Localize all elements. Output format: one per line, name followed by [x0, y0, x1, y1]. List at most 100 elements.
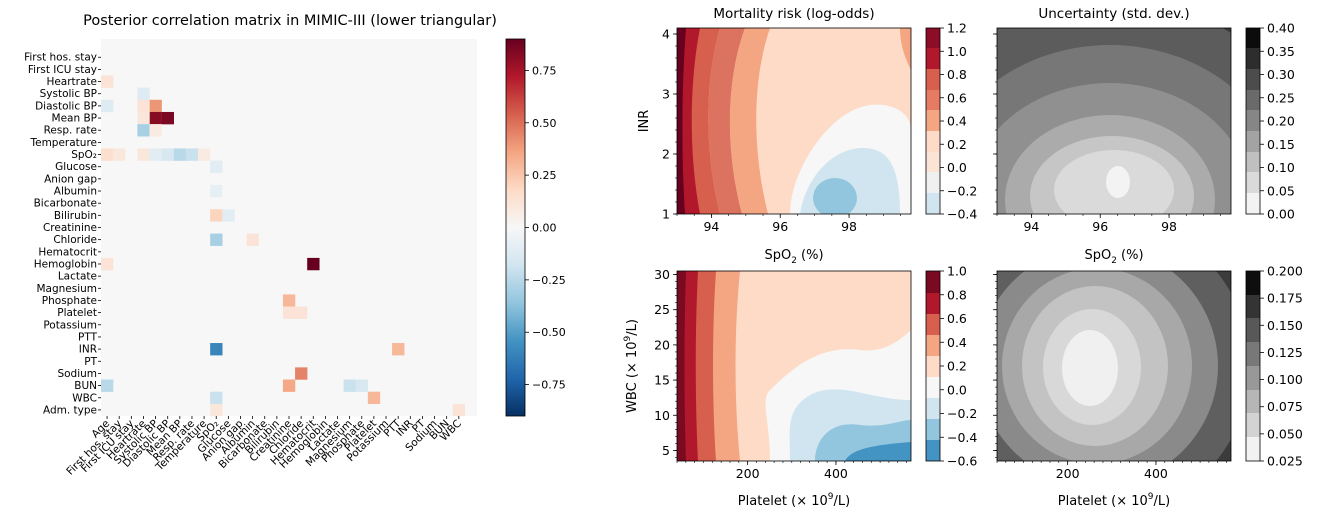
platelet-mortality-contour-plot	[677, 271, 911, 461]
y-tick-label: 20	[654, 337, 670, 352]
heatmap-cell	[101, 379, 114, 392]
colorbar-tick-label: 1.2	[947, 21, 967, 36]
heatmap-cell	[137, 111, 150, 125]
heatmap-cell	[210, 184, 223, 198]
y-tick-label: 2	[662, 147, 670, 162]
heatmap-row-label: First ICU stay	[28, 64, 97, 76]
heatmap-row-label: Mean BP	[52, 113, 97, 125]
colorbar-tick-label: −0.50	[532, 326, 566, 339]
heatmap-row-label: INR	[79, 344, 97, 356]
platelet-mortality-colorbar	[925, 270, 941, 462]
y-tick-label: 25	[654, 302, 670, 317]
heatmap-cell	[307, 257, 320, 271]
heatmap-row-label: Chloride	[53, 234, 97, 246]
colorbar-tick-label: −0.4	[947, 430, 977, 445]
platelet-uncertainty-colorbar-ticks: 0.200 0.175 0.150 0.125 0.100 0.075 0.050 0.025	[1260, 264, 1303, 469]
heatmap-cells	[101, 75, 466, 417]
x-tick-label: 94	[1023, 219, 1039, 234]
heatmap-cell	[210, 343, 223, 356]
colorbar-tick-label: 0.6	[947, 90, 967, 105]
x-tick-label: 94	[703, 219, 719, 234]
heatmap-cell	[282, 379, 296, 392]
heatmap-row-label: Heartrate	[46, 76, 97, 88]
colorbar-tick-label: 0.40	[1267, 21, 1295, 36]
heatmap-row-label: Hematocrit	[38, 246, 97, 258]
mortality-colorbar	[925, 27, 941, 215]
heatmap-row-label: Lactate	[58, 271, 97, 283]
colorbar-tick-label: 0.150	[1267, 318, 1303, 333]
heatmap-row-label: Temperature	[29, 137, 97, 149]
heatmap-cell	[137, 148, 150, 161]
mortality-xlabel: SpO2 (%)	[764, 248, 823, 266]
x-tick-label: 400	[1144, 466, 1168, 481]
colorbar-tick-label: 0.50	[532, 117, 557, 130]
contour-region	[677, 271, 686, 461]
uncertainty-colorbar	[1245, 27, 1261, 215]
contour-region	[677, 28, 686, 214]
heatmap-cell	[210, 209, 223, 222]
heatmap-colorbar	[505, 38, 526, 417]
heatmap-cell	[137, 99, 150, 113]
y-tick-label: 5	[662, 443, 670, 458]
mortality-axes: 94 96 98 1 2 3 4	[662, 27, 901, 234]
colorbar-tick-label: 0.200	[1267, 264, 1303, 279]
heatmap-cell	[210, 391, 223, 405]
y-tick-label: 4	[662, 27, 670, 42]
colorbar-tick-label: 0.025	[1267, 454, 1303, 469]
contour-region	[677, 28, 745, 214]
heatmap-row-label: Creatinine	[43, 222, 97, 234]
colorbar-tick-label: 0.10	[1267, 160, 1295, 175]
uncertainty-xlabel: SpO2 (%)	[1084, 248, 1143, 266]
heatmap-cell	[282, 306, 296, 319]
heatmap-cell	[355, 379, 369, 392]
uncertainty-axes-frame	[996, 27, 1232, 215]
y-tick-label: 3	[662, 87, 670, 102]
heatmap-row-label: Hemoglobin	[34, 258, 97, 270]
heatmap-cell	[137, 124, 150, 137]
heatmap-row-label: Bilirubin	[54, 210, 97, 222]
heatmap-cell	[295, 367, 308, 380]
colorbar-tick-label: −0.75	[532, 379, 566, 392]
heatmap-row-label: Sodium	[57, 368, 97, 380]
colorbar-tick-label: 0.0	[947, 160, 967, 175]
colorbar-tick-label: −0.2	[947, 183, 977, 198]
heatmap-cell	[210, 403, 223, 417]
heatmap-cell	[452, 403, 466, 417]
heatmap-plot-area	[101, 39, 477, 416]
colorbar-tick-label: 0.6	[947, 311, 967, 326]
y-tick-label: 1	[662, 207, 670, 222]
colorbar-tick-label: 1.0	[947, 264, 967, 279]
colorbar-tick-label: 1.0	[947, 44, 967, 59]
heatmap-cell	[392, 343, 405, 356]
uncertainty-axes: 94 96 98	[993, 33, 1221, 234]
heatmap-row-label: Systolic BP	[40, 88, 97, 100]
heatmap-row-label: PT	[84, 356, 97, 368]
platelet-uncertainty-colorbar	[1245, 270, 1261, 462]
heatmap-cell	[149, 148, 162, 161]
heatmap-row-label: Albumin	[54, 186, 97, 198]
heatmap-cell	[343, 379, 356, 392]
colorbar-tick-label: −0.6	[947, 454, 977, 469]
uncertainty-panel-title: Uncertainty (std. dev.)	[1038, 6, 1189, 22]
heatmap-cell	[198, 148, 211, 161]
heatmap-cell	[185, 148, 199, 161]
contour-minimum	[1062, 330, 1118, 406]
heatmap-cell	[101, 148, 114, 161]
colorbar-tick-label: 0.4	[947, 335, 967, 350]
x-tick-label: 98	[1161, 219, 1177, 234]
heatmap-cell	[149, 124, 162, 137]
heatmap-cell	[101, 257, 114, 271]
colorbar-tick-label: 0.00	[532, 222, 557, 235]
heatmap-row-label: WBC	[72, 392, 97, 404]
colorbar-tick-label: 0.2	[947, 137, 967, 152]
heatmap-cell	[246, 233, 259, 246]
platelet-mortality-colorbar-ticks: 1.0 0.8 0.6 0.4 0.2 0.0 −0.2 −0.4 −0.6	[940, 264, 977, 469]
colorbar-tick-label: 0.20	[1267, 114, 1295, 129]
colorbar-tick-label: 0.25	[532, 169, 557, 182]
colorbar-tick-label: −0.25	[532, 274, 566, 287]
heatmap-row-label: Bicarbonate	[34, 198, 97, 210]
heatmap-cell	[149, 111, 162, 125]
colorbar-tick-label: 0.00	[1267, 207, 1295, 222]
heatmap-title: Posterior correlation matrix in MIMIC-II…	[83, 13, 497, 29]
